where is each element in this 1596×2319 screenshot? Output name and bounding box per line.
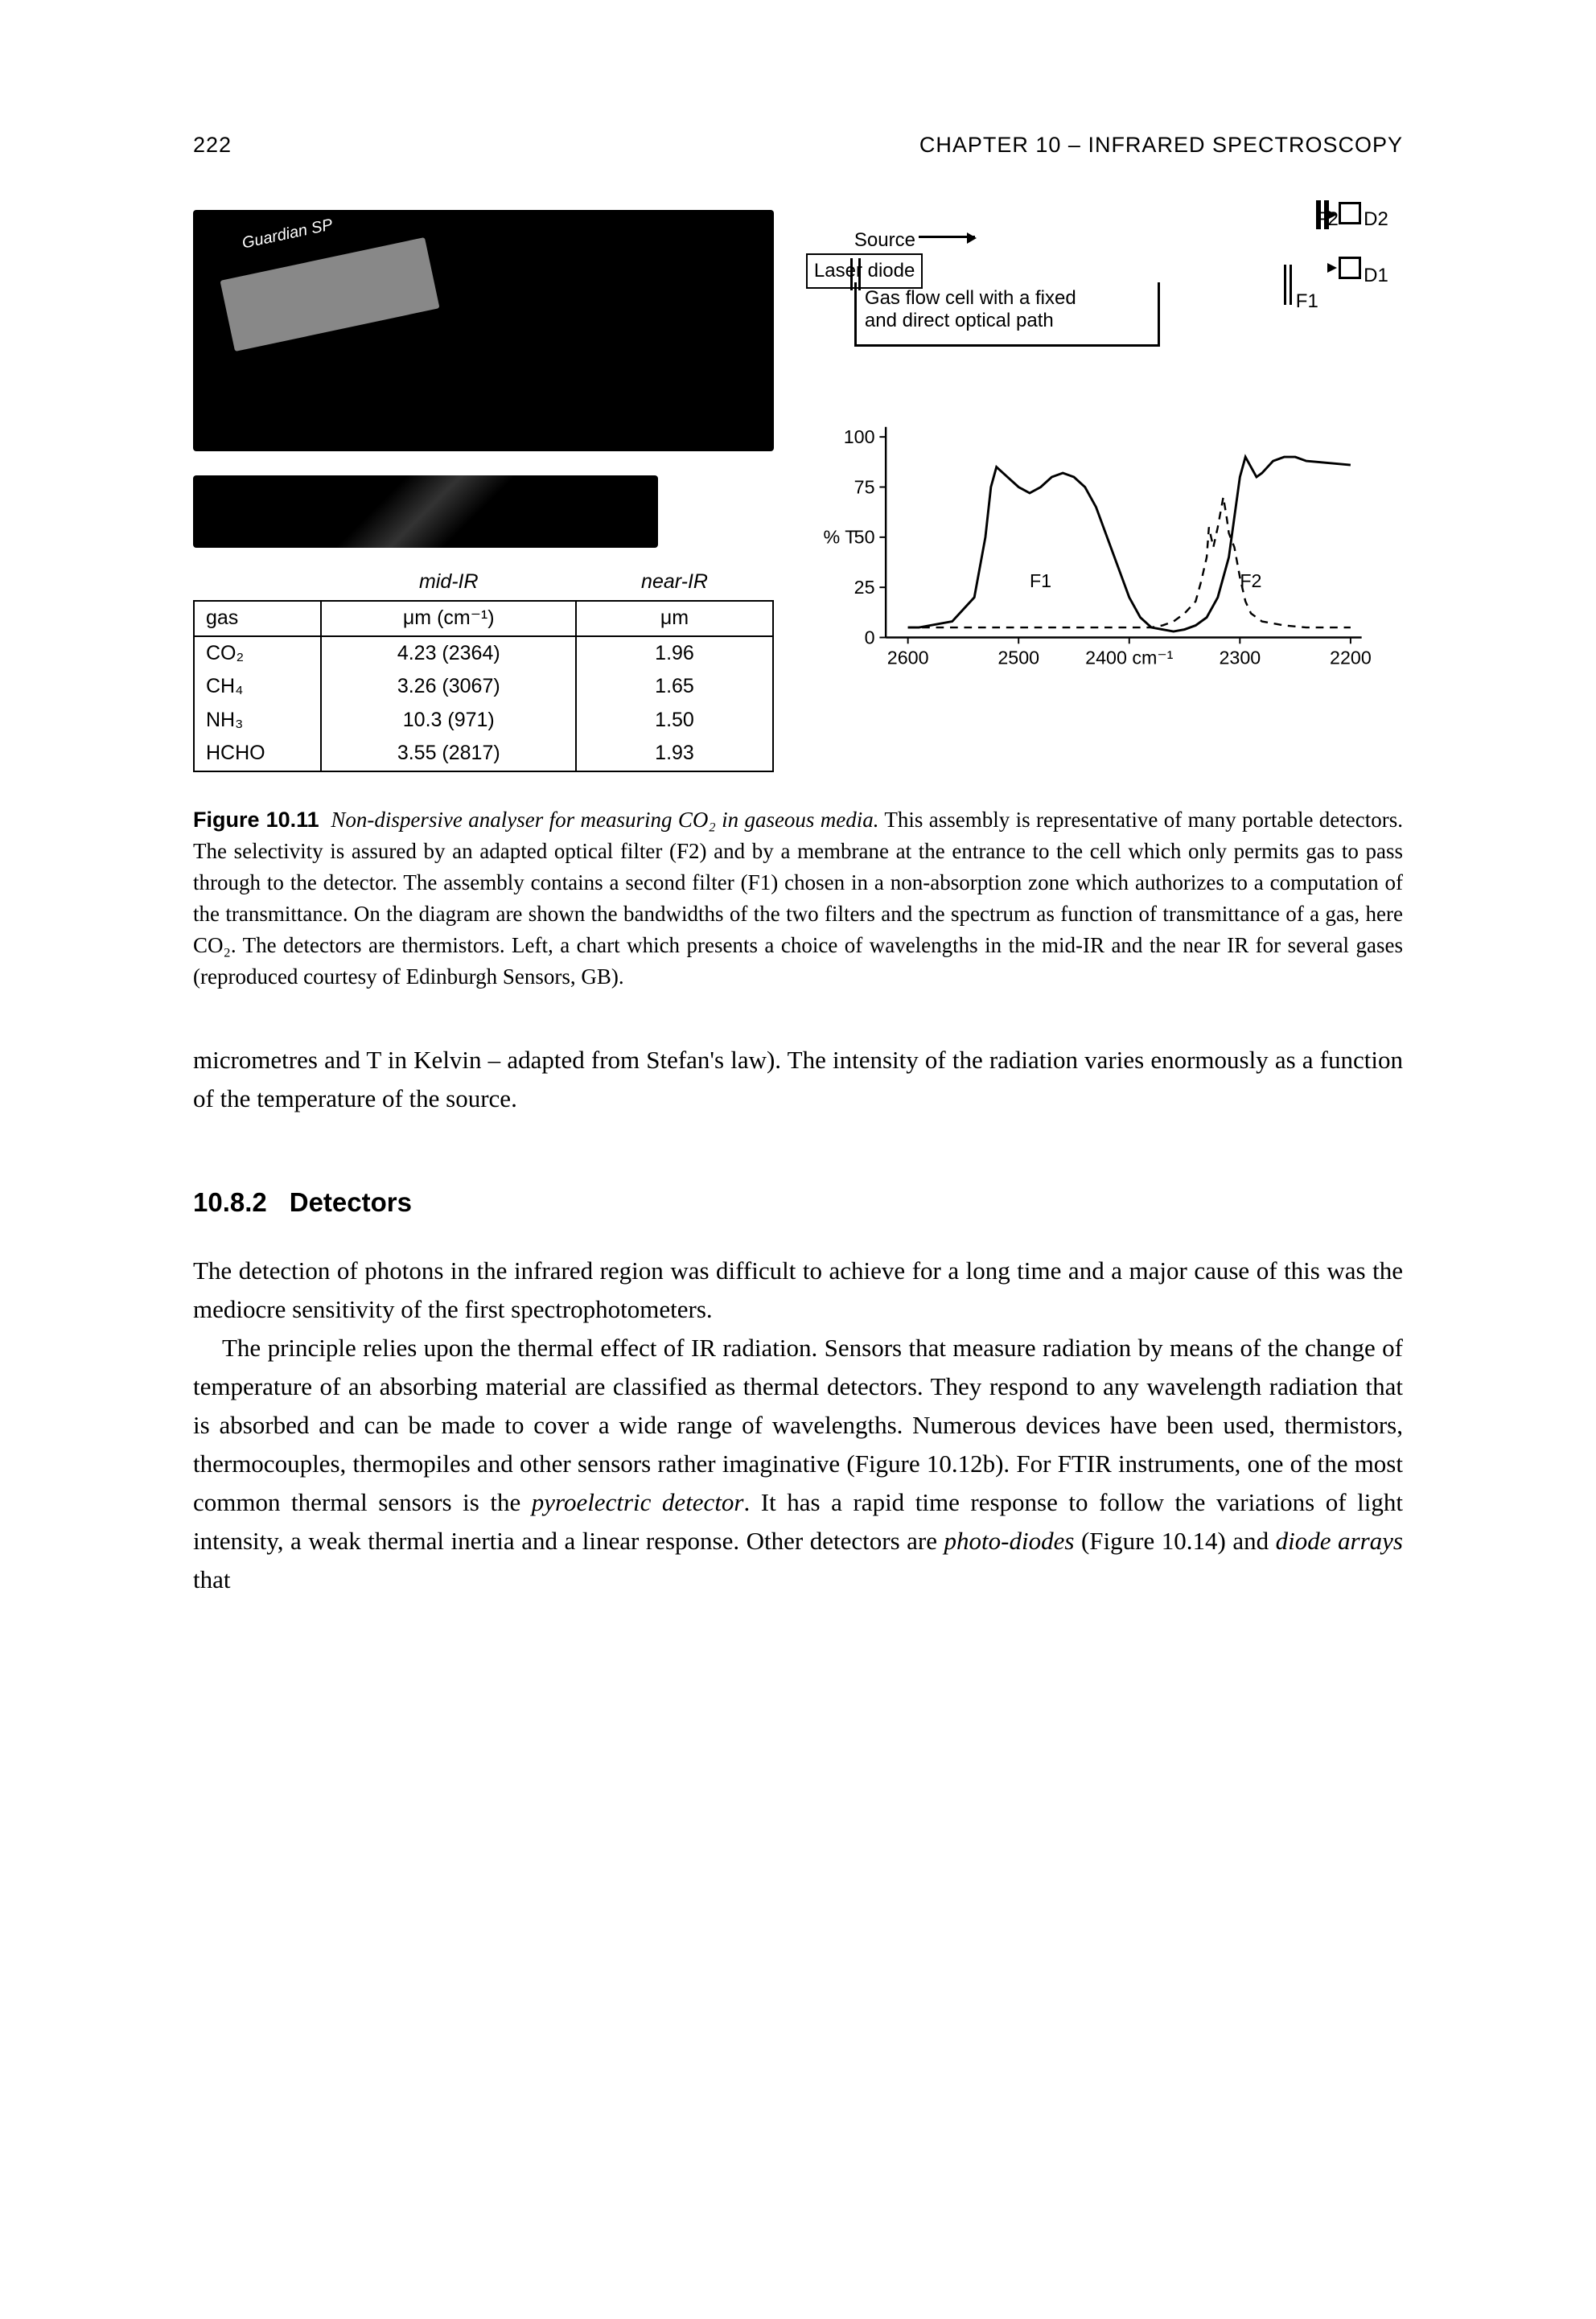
arrow-icon: [1327, 210, 1337, 220]
table-cell: HCHO: [194, 737, 321, 771]
diagram-d2-label: D2: [1364, 205, 1388, 234]
svg-text:2600: 2600: [887, 647, 929, 668]
table-cell: 3.55 (2817): [321, 737, 576, 771]
table-header-midir: mid-IR: [321, 564, 576, 602]
table-cell: CH₄: [194, 670, 321, 704]
diagram-f1-label: F1: [1296, 287, 1318, 316]
unit-gas: gas: [194, 601, 321, 636]
unit-midir: μm (cm⁻¹): [321, 601, 576, 636]
unit-nearir: μm: [576, 601, 773, 636]
arrow-icon: [1327, 263, 1337, 273]
diagram-d1-label: D1: [1364, 261, 1388, 290]
device-brand-label: Guardian SP: [240, 212, 335, 255]
term-photodiodes: photo-diodes: [944, 1527, 1075, 1555]
svg-text:75: 75: [854, 476, 875, 497]
figure-title: Non-dispersive analyser for measuring CO…: [331, 808, 878, 832]
diagram-line: [850, 258, 853, 290]
svg-text:F2: F2: [1240, 570, 1261, 591]
svg-text:50: 50: [854, 526, 875, 547]
svg-text:100: 100: [844, 426, 875, 446]
device-photo: Guardian SP: [193, 210, 774, 451]
section-title: Detectors: [290, 1187, 412, 1217]
table-cell: 4.23 (2364): [321, 636, 576, 671]
optical-path-diagram: Source Laser diode Gas flow cell with a …: [806, 210, 1387, 395]
device-photo-small: [193, 475, 658, 548]
table-cell: 1.50: [576, 704, 773, 738]
device-panel: [220, 236, 439, 351]
svg-text:2400 cm⁻¹: 2400 cm⁻¹: [1085, 647, 1174, 668]
para2-c: (Figure 10.14) and: [1074, 1527, 1275, 1555]
table-cell: 1.65: [576, 670, 773, 704]
diagram-line: [1284, 265, 1286, 305]
transmittance-spectrum-chart: 0 25 50 75 100 % T 2600 2500 2400 cm⁻¹ 2300 2200 F1…: [806, 419, 1387, 685]
table-cell: 1.96: [576, 636, 773, 671]
arrow-icon: [919, 236, 975, 238]
cell-line2: and direct optical path: [865, 310, 1054, 331]
term-diode-arrays: diode arrays: [1276, 1527, 1403, 1555]
table-cell: NH₃: [194, 704, 321, 738]
table-cell: CO₂: [194, 636, 321, 671]
diagram-line: [1290, 265, 1292, 305]
figure-caption-body: This assembly is representative of many …: [193, 808, 1403, 989]
page-number: 222: [193, 129, 232, 162]
para2-d: that: [193, 1565, 231, 1593]
diagram-cell-box: Gas flow cell with a fixed and direct op…: [854, 282, 1160, 347]
figure-caption: Figure 10.11 Non-dispersive analyser for…: [193, 804, 1403, 993]
cell-line1: Gas flow cell with a fixed: [865, 287, 1076, 309]
svg-text:2200: 2200: [1330, 647, 1372, 668]
section-heading: 10.8.2 Detectors: [193, 1182, 1403, 1223]
table-cell: 1.93: [576, 737, 773, 771]
section-number: 10.8.2: [193, 1187, 267, 1217]
svg-text:2300: 2300: [1219, 647, 1261, 668]
gas-wavelength-table: mid-IR near-IR gas μm (cm⁻¹) μm CO₂ 4.23…: [193, 564, 774, 772]
body-paragraph-2: The principle relies upon the thermal ef…: [193, 1329, 1403, 1599]
table-header-nearir: near-IR: [576, 564, 773, 602]
figure-label: Figure 10.11: [193, 808, 319, 832]
svg-text:25: 25: [854, 576, 875, 597]
chapter-title: CHAPTER 10 – INFRARED SPECTROSCOPY: [919, 129, 1403, 162]
table-cell: 10.3 (971): [321, 704, 576, 738]
continuation-paragraph: micrometres and T in Kelvin – adapted fr…: [193, 1041, 1403, 1118]
detector-box-icon: [1339, 257, 1361, 279]
svg-text:2500: 2500: [998, 647, 1039, 668]
figure-10-11: Guardian SP mid-IR near-IR gas μm (cm⁻¹)…: [193, 210, 1403, 993]
detector-box-icon: [1339, 202, 1361, 224]
body-paragraph-1: The detection of photons in the infrared…: [193, 1252, 1403, 1329]
page-header: 222 CHAPTER 10 – INFRARED SPECTROSCOPY: [193, 129, 1403, 162]
svg-text:% T: % T: [823, 526, 856, 547]
svg-text:0: 0: [865, 627, 875, 648]
diagram-source-label: Source: [854, 226, 915, 255]
term-pyroelectric: pyroelectric detector: [532, 1488, 744, 1516]
table-cell: 3.26 (3067): [321, 670, 576, 704]
svg-text:F1: F1: [1030, 570, 1051, 591]
